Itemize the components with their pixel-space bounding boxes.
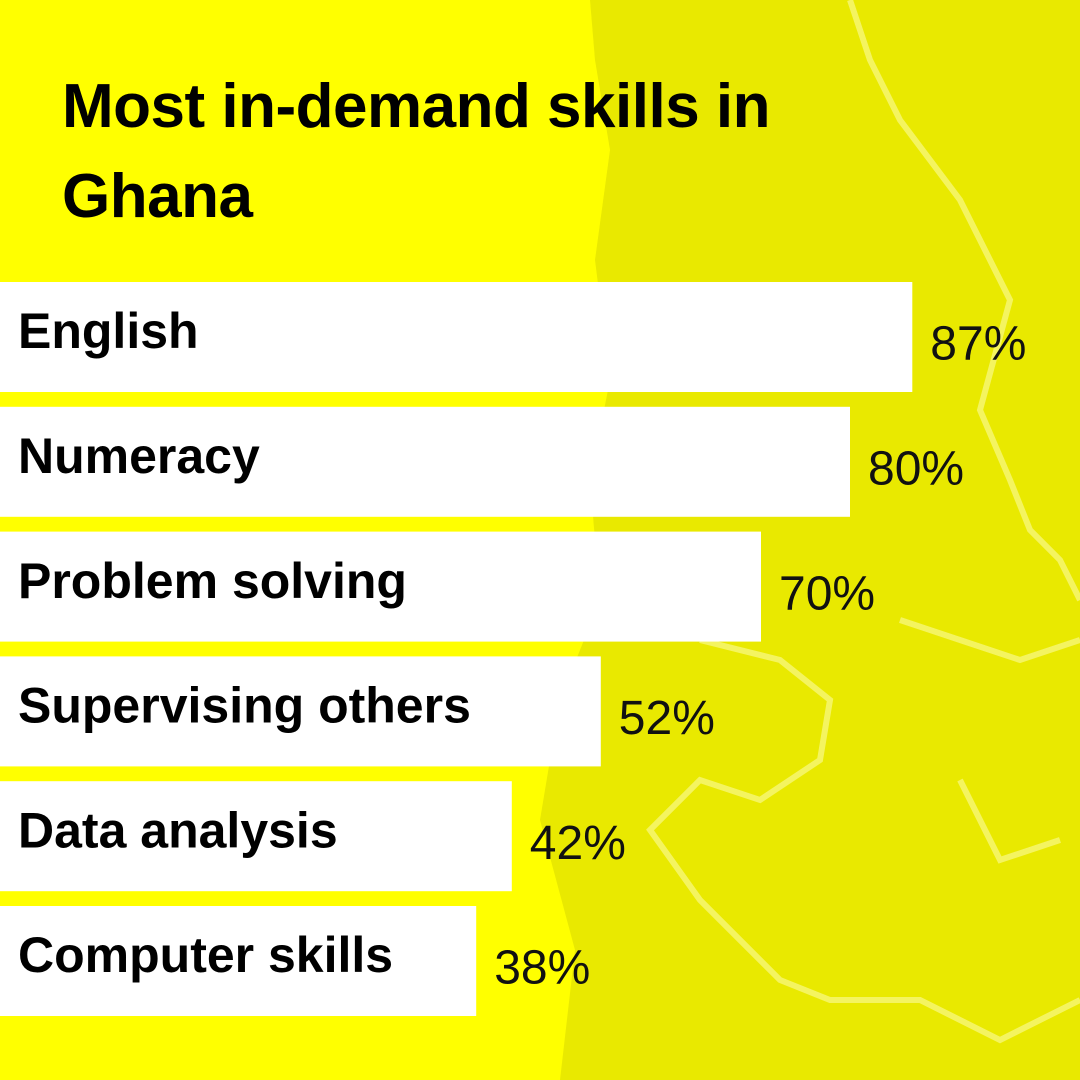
chart-title: Most in-demand skills in Ghana <box>62 72 771 231</box>
bar <box>0 906 477 1016</box>
bar <box>0 781 512 892</box>
value-label: 52% <box>619 692 715 745</box>
bar <box>0 282 913 392</box>
value-label: 38% <box>494 942 590 995</box>
map-border <box>646 637 1080 1044</box>
category-label: English <box>18 303 199 359</box>
category-label: Supervising others <box>18 678 471 734</box>
map-region <box>540 0 1080 1080</box>
value-label: 87% <box>930 318 1026 371</box>
category-label: Problem solving <box>18 553 407 609</box>
bar <box>0 406 850 517</box>
category-label: Data analysis <box>18 802 338 858</box>
map-border <box>847 0 1080 602</box>
map-background <box>540 0 1080 1080</box>
bar <box>0 531 761 642</box>
category-label: Numeracy <box>18 428 260 484</box>
bar <box>0 656 601 767</box>
category-label: Computer skills <box>18 927 393 983</box>
value-label: 80% <box>868 442 964 495</box>
map-border <box>899 617 1080 864</box>
value-label: 42% <box>530 817 626 870</box>
value-label: 70% <box>779 567 875 620</box>
